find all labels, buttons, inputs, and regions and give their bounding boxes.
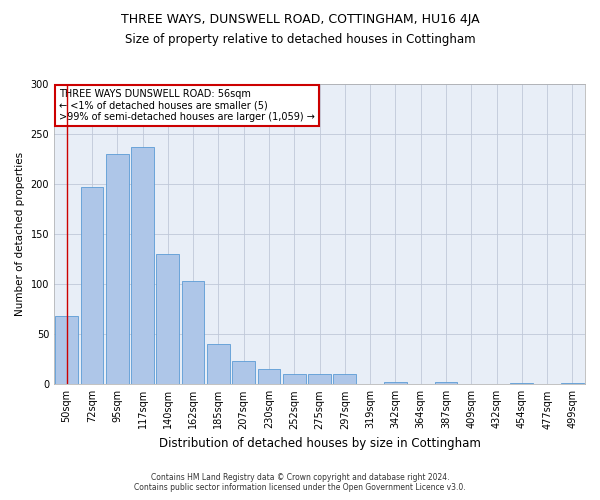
Text: Contains HM Land Registry data © Crown copyright and database right 2024.: Contains HM Land Registry data © Crown c…	[151, 474, 449, 482]
Bar	[182, 281, 205, 384]
Bar	[308, 374, 331, 384]
Bar	[384, 382, 407, 384]
Bar	[434, 382, 457, 384]
Text: THREE WAYS, DUNSWELL ROAD, COTTINGHAM, HU16 4JA: THREE WAYS, DUNSWELL ROAD, COTTINGHAM, H…	[121, 12, 479, 26]
Bar	[80, 187, 103, 384]
Bar	[257, 370, 280, 384]
Bar	[207, 344, 230, 385]
Bar	[232, 362, 255, 384]
Text: Size of property relative to detached houses in Cottingham: Size of property relative to detached ho…	[125, 32, 475, 46]
Bar	[283, 374, 305, 384]
Bar	[55, 316, 78, 384]
Bar	[131, 147, 154, 384]
Bar	[157, 254, 179, 384]
X-axis label: Distribution of detached houses by size in Cottingham: Distribution of detached houses by size …	[158, 437, 481, 450]
Bar	[334, 374, 356, 384]
Y-axis label: Number of detached properties: Number of detached properties	[15, 152, 25, 316]
Text: Contains public sector information licensed under the Open Government Licence v3: Contains public sector information licen…	[134, 484, 466, 492]
Text: THREE WAYS DUNSWELL ROAD: 56sqm
← <1% of detached houses are smaller (5)
>99% of: THREE WAYS DUNSWELL ROAD: 56sqm ← <1% of…	[59, 88, 315, 122]
Bar	[106, 154, 128, 384]
